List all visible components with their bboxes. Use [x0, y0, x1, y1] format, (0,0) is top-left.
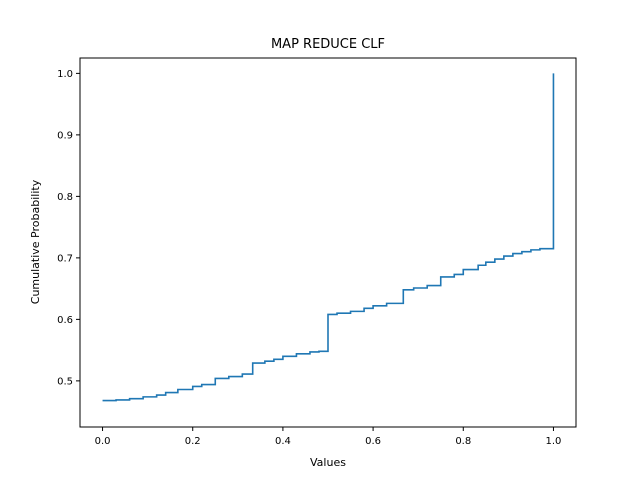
x-tick-label: 0.0 [95, 436, 111, 447]
chart-title: MAP REDUCE CLF [271, 37, 385, 52]
y-axis-label: Cumulative Probability [29, 179, 42, 304]
x-axis-label: Values [310, 456, 346, 469]
y-tick-label: 1.0 [57, 69, 73, 80]
y-tick-label: 0.6 [57, 315, 73, 326]
y-tick-label: 0.5 [57, 376, 73, 387]
y-tick-label: 0.7 [57, 253, 73, 264]
y-tick-label: 0.9 [57, 130, 73, 141]
x-tick-label: 0.4 [275, 436, 291, 447]
y-tick-label: 0.8 [57, 192, 73, 203]
x-tick-label: 0.8 [455, 436, 471, 447]
x-axis: 0.0 0.2 0.4 0.6 0.8 1.0 [95, 427, 562, 447]
y-axis: 0.5 0.6 0.7 0.8 0.9 1.0 [57, 69, 80, 387]
x-tick-label: 0.2 [185, 436, 201, 447]
axes-frame [79, 57, 577, 428]
x-tick-label: 1.0 [546, 436, 562, 447]
series-line [102, 73, 555, 402]
plot-area [102, 73, 555, 402]
x-tick-label: 0.6 [365, 436, 381, 447]
